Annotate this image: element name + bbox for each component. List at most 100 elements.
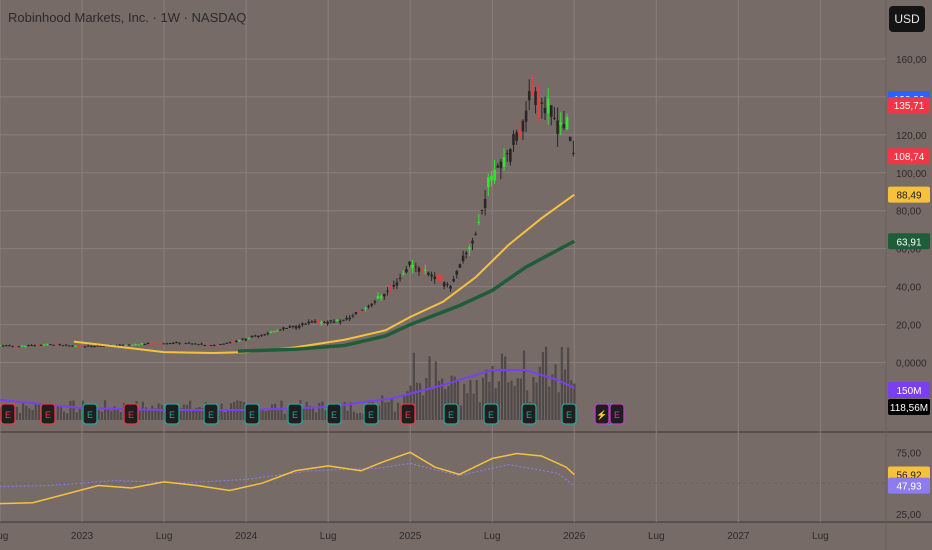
volume-bar — [412, 352, 415, 420]
candle-body — [414, 266, 418, 268]
candle-body — [197, 344, 200, 346]
candle-body — [354, 311, 358, 314]
earnings-icon — [443, 403, 459, 425]
volume-bar — [311, 407, 315, 420]
earnings-icon — [164, 403, 180, 425]
candle-body — [464, 252, 468, 255]
volume-bar — [182, 404, 185, 420]
candle-body — [90, 346, 93, 348]
earnings-icon — [483, 403, 499, 425]
volume-bar — [516, 378, 519, 420]
volume-bar — [198, 407, 201, 420]
candle-body — [23, 345, 27, 347]
volume-bar — [318, 402, 321, 420]
candle-body — [540, 102, 544, 104]
candle-body — [518, 130, 522, 137]
candle-body — [496, 165, 500, 168]
volume-bar — [116, 409, 119, 420]
volume-bar — [69, 400, 72, 420]
earnings-icon-label: E — [292, 410, 298, 420]
volume-bar — [478, 402, 482, 420]
volume-bar — [305, 401, 308, 420]
rsi-tick-label: 25,00 — [896, 510, 921, 521]
price-badge — [888, 148, 930, 165]
volume-bar — [409, 385, 412, 420]
volume-bar — [302, 407, 305, 420]
candle-body — [71, 345, 74, 347]
candle-body — [36, 344, 40, 346]
x-tick-label: Lug — [812, 531, 829, 542]
volume-bar — [441, 378, 444, 420]
x-tick-label: 2027 — [727, 531, 750, 542]
candle-body — [439, 275, 443, 281]
volume-bar — [544, 346, 548, 420]
candle-body — [187, 342, 191, 344]
earnings-icon-label: E — [249, 410, 255, 420]
volume-bar — [151, 405, 154, 420]
currency-button[interactable]: USD — [889, 6, 925, 32]
candle-body — [527, 91, 531, 101]
volume-bar — [567, 347, 570, 420]
volume-bar — [261, 408, 264, 420]
y-tick-label: 40,00 — [896, 283, 921, 294]
earnings-icon — [521, 403, 537, 425]
earnings-icon — [244, 403, 260, 425]
split-icon — [594, 403, 610, 425]
volume-bar — [485, 369, 488, 420]
volume-bar — [418, 383, 422, 420]
volume-bar — [283, 413, 286, 420]
candle-body — [433, 276, 437, 280]
candle-body — [313, 320, 317, 323]
x-tick-label: Lug — [648, 531, 665, 542]
candle-body — [260, 334, 263, 336]
candle-body — [524, 110, 528, 122]
volume-bar — [72, 400, 75, 420]
volume-bar — [541, 352, 545, 420]
candle-body — [279, 329, 282, 331]
rsi-badge — [888, 477, 930, 494]
price-badge — [888, 233, 930, 250]
candle-body — [452, 279, 455, 282]
earnings-icon-label: E — [448, 410, 454, 420]
candle-body — [124, 344, 128, 346]
candle-body — [562, 124, 566, 129]
earnings-icon-label: E — [169, 410, 175, 420]
candle-body — [257, 335, 260, 338]
volume-bar — [415, 382, 419, 420]
earnings-icon-label: E — [128, 410, 134, 420]
candle-body — [83, 346, 87, 348]
volume-bar — [103, 400, 107, 420]
volume-bar — [450, 375, 453, 420]
candle-body — [190, 343, 194, 345]
earnings-icon-label: E — [208, 410, 214, 420]
volume-bar — [475, 379, 478, 420]
volume-bar — [554, 364, 557, 420]
volume-bar — [504, 356, 507, 420]
candle-body — [559, 122, 563, 126]
price-badge-label: 88,49 — [896, 191, 921, 202]
x-tick-label: Lug — [156, 531, 173, 542]
y-tick-label: 20,00 — [896, 321, 921, 332]
earnings-icon-label: E — [526, 410, 532, 420]
candle-body — [146, 343, 150, 345]
candle-body — [297, 325, 301, 328]
candle-body — [332, 321, 336, 323]
candle-body — [168, 343, 172, 345]
volume-bar — [459, 405, 463, 420]
candle-body — [45, 344, 49, 346]
earnings-icon — [287, 403, 303, 425]
volume-bar — [563, 369, 567, 420]
volume-bar — [160, 404, 163, 420]
candle-body — [294, 326, 298, 329]
rsi-badge-label: 47,93 — [896, 482, 921, 493]
x-tick-label: Lug — [320, 531, 337, 542]
candle-body — [288, 326, 292, 328]
candle-body — [272, 331, 276, 333]
candle-body — [263, 333, 266, 336]
volume-bar — [387, 401, 390, 420]
candle-body — [102, 345, 106, 347]
candle-body — [269, 331, 273, 333]
x-tick-label: 2023 — [71, 531, 94, 542]
